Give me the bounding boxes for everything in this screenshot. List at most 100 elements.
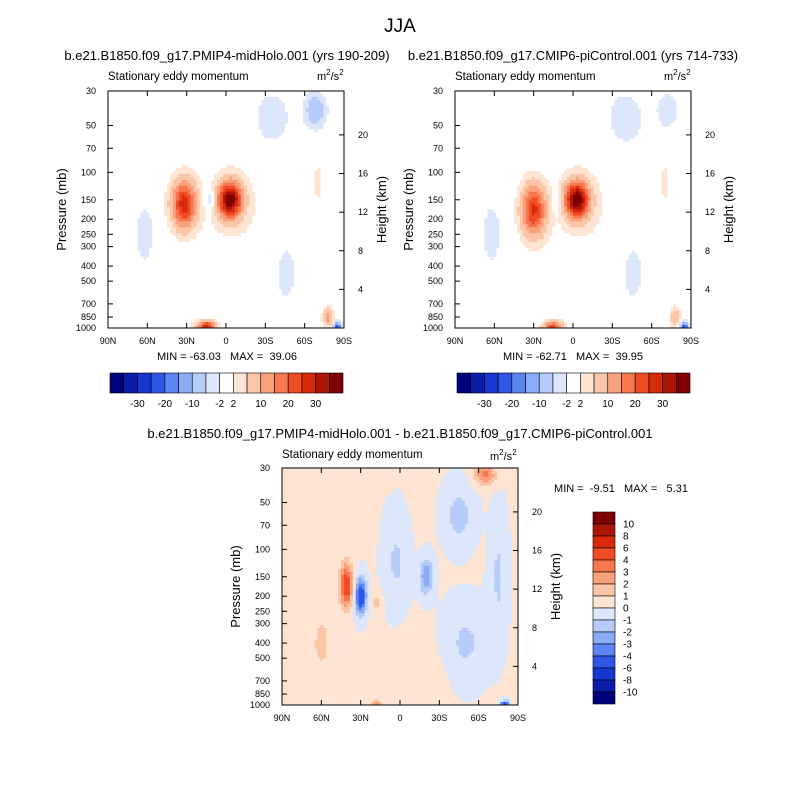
heatmap-cell — [237, 253, 242, 258]
heatmap-cell — [134, 230, 138, 234]
heatmap-cell — [169, 182, 174, 187]
heatmap-cell — [214, 150, 218, 154]
heatmap-cell — [329, 200, 333, 204]
heatmap-cell — [243, 250, 247, 255]
heatmap-cell — [161, 144, 165, 148]
heatmap-cell — [167, 126, 171, 130]
heatmap-cell — [211, 114, 215, 119]
heatmap-cell — [332, 248, 336, 252]
heatmap-cell — [240, 176, 245, 181]
heatmap-cell — [199, 268, 203, 273]
heatmap-cell — [258, 191, 262, 196]
heatmap-cell — [193, 245, 197, 249]
heatmap-cell — [273, 123, 277, 127]
heatmap-cell — [134, 176, 138, 181]
heatmap-cell — [131, 185, 135, 190]
heatmap-cell — [249, 250, 253, 255]
heatmap-cell — [190, 144, 194, 148]
heatmap-cell — [193, 203, 197, 207]
heatmap-cell — [258, 117, 262, 121]
heatmap-cell — [311, 162, 315, 166]
heatmap-cell — [152, 230, 156, 234]
heatmap-cell — [240, 218, 245, 222]
heatmap-cell — [326, 224, 330, 228]
heatmap-cell — [199, 271, 203, 276]
heatmap-cell — [140, 239, 144, 243]
heatmap-cell — [167, 185, 171, 190]
heatmap-cell — [110, 233, 115, 237]
heatmap-cell — [270, 159, 274, 163]
heatmap-cell — [175, 108, 180, 113]
heatmap-cell — [264, 120, 268, 124]
heatmap-cell — [252, 259, 256, 264]
heatmap-cell — [214, 162, 218, 166]
heatmap-cell — [223, 227, 227, 231]
heatmap-cell — [208, 194, 212, 198]
heatmap-cell — [243, 271, 247, 276]
heatmap-cell — [196, 224, 200, 228]
heatmap-cell — [273, 179, 277, 184]
heatmap-cell — [261, 221, 265, 225]
heatmap-cell — [119, 215, 124, 219]
heatmap-cell — [143, 230, 147, 234]
heatmap-cell — [181, 197, 186, 201]
heatmap-cell — [211, 248, 215, 252]
heatmap-cell — [161, 245, 165, 249]
heatmap-cell — [252, 93, 256, 98]
heatmap-cell — [226, 120, 230, 124]
heatmap-cell — [305, 262, 309, 267]
heatmap-cell — [335, 271, 339, 276]
heatmap-cell — [125, 129, 129, 133]
heatmap-cell — [155, 206, 159, 210]
heatmap-cell — [270, 259, 274, 264]
heatmap-cell — [285, 105, 289, 110]
heatmap-cell — [152, 200, 156, 204]
heatmap-cell — [273, 206, 277, 210]
heatmap-cell — [231, 236, 236, 240]
heatmap-cell — [332, 170, 336, 175]
heatmap-cell — [302, 242, 306, 246]
heatmap-cell — [199, 176, 203, 181]
heatmap-cell — [113, 206, 118, 210]
heatmap-cell — [143, 227, 147, 231]
heatmap-cell — [243, 212, 247, 216]
heatmap-cell — [125, 173, 129, 178]
heatmap-cell — [243, 102, 247, 107]
heatmap-cell — [314, 185, 318, 190]
heatmap-cell — [131, 200, 135, 204]
heatmap-cell — [226, 203, 230, 207]
heatmap-cell — [220, 129, 224, 133]
heatmap-cell — [196, 117, 200, 121]
panel-left-units: m2/s2 — [317, 68, 344, 83]
heatmap-cell — [264, 91, 268, 95]
heatmap-cell — [119, 268, 124, 273]
heatmap-cell — [125, 93, 129, 98]
heatmap-cell — [119, 105, 124, 110]
heatmap-cell — [169, 135, 174, 139]
heatmap-cell — [125, 153, 129, 157]
heatmap-cell — [255, 91, 259, 95]
heatmap-cell — [167, 156, 171, 160]
heatmap-cell — [290, 165, 295, 169]
heatmap-cell — [113, 105, 118, 110]
heatmap-cell — [267, 185, 271, 190]
heatmap-cell — [255, 191, 259, 196]
heatmap-cell — [137, 176, 141, 181]
heatmap-cell — [264, 170, 268, 175]
heatmap-cell — [223, 173, 227, 178]
heatmap-cell — [119, 150, 124, 154]
heatmap-cell — [323, 233, 327, 237]
heatmap-cell — [178, 233, 183, 237]
heatmap-cell — [341, 120, 345, 124]
heatmap-cell — [113, 93, 118, 98]
heatmap-cell — [172, 188, 177, 193]
heatmap-cell — [317, 239, 321, 243]
heatmap-cell — [146, 191, 150, 196]
heatmap-cell — [279, 111, 283, 116]
heatmap-cell — [299, 123, 304, 127]
heatmap-cell — [282, 176, 286, 181]
heatmap-cell — [317, 156, 321, 160]
heatmap-cell — [223, 159, 227, 163]
heatmap-cell — [226, 165, 230, 169]
heatmap-cell — [220, 200, 224, 204]
